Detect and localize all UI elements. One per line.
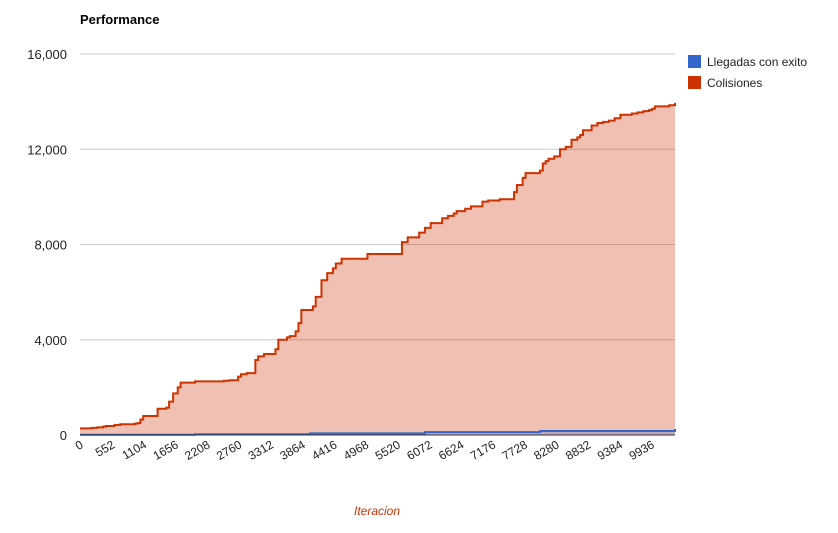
x-tick-label: 552 xyxy=(93,437,118,459)
legend-swatch xyxy=(688,55,701,68)
x-tick-label: 1104 xyxy=(120,437,150,462)
x-tick-label: 4416 xyxy=(309,437,339,463)
legend-label: Colisiones xyxy=(707,76,762,90)
x-axis-ticks: 0 552 1104 1656 2208 2760 3312 3864 4416 4968 5520… xyxy=(73,437,657,463)
x-tick-label: 0 xyxy=(73,437,86,453)
y-tick-label: 8,000 xyxy=(34,238,67,253)
x-tick-label: 3864 xyxy=(278,437,308,463)
legend-item[interactable]: Colisiones xyxy=(688,76,762,90)
x-tick-label: 4968 xyxy=(341,437,371,463)
series-line-colisiones xyxy=(80,102,676,430)
x-axis-title: Iteracion xyxy=(354,504,400,518)
x-tick-label: 2208 xyxy=(182,437,212,463)
y-axis-ticks: 0 4,000 8,000 12,000 16,000 xyxy=(27,47,67,443)
x-tick-label: 5520 xyxy=(373,437,403,463)
grid-lines xyxy=(80,53,675,341)
series-area-llegadas xyxy=(80,429,675,435)
x-tick-label: 1656 xyxy=(151,437,181,463)
y-tick-label: 4,000 xyxy=(34,333,67,348)
x-tick-label: 3312 xyxy=(246,437,276,463)
series-line-llegadas xyxy=(80,429,676,436)
x-tick-label: 8280 xyxy=(531,437,561,463)
x-tick-label: 6624 xyxy=(436,437,466,463)
x-tick-label: 7176 xyxy=(468,437,498,463)
x-tick-label: 9384 xyxy=(595,437,625,463)
x-tick-label: 8832 xyxy=(563,437,593,463)
legend-swatch xyxy=(688,76,701,89)
y-tick-label: 12,000 xyxy=(27,142,67,157)
y-tick-label: 16,000 xyxy=(27,47,67,62)
legend[interactable]: Llegadas con exito Colisiones xyxy=(688,55,807,90)
chart-series xyxy=(80,102,676,436)
legend-item[interactable]: Llegadas con exito xyxy=(688,55,807,69)
legend-label: Llegadas con exito xyxy=(707,55,807,69)
series-area-colisiones xyxy=(80,102,675,436)
x-tick-label: 6072 xyxy=(404,437,434,463)
x-tick-label: 9936 xyxy=(627,437,657,463)
chart-title: Performance xyxy=(80,12,159,27)
x-tick-label: 2760 xyxy=(214,437,244,463)
x-tick-label: 7728 xyxy=(500,437,530,463)
y-tick-label: 0 xyxy=(60,428,67,443)
